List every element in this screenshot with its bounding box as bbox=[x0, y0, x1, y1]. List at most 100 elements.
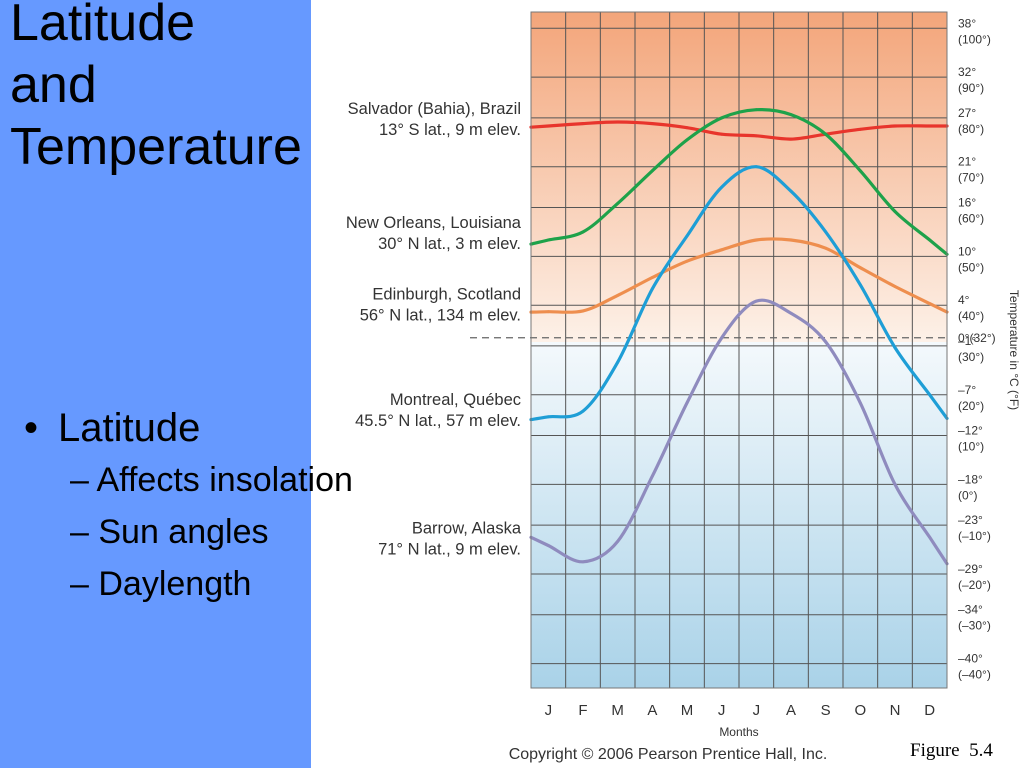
series-point bbox=[789, 189, 793, 193]
y-tick-label-c: –40° bbox=[958, 652, 983, 666]
y-tick-label-f: (–20°) bbox=[958, 578, 991, 592]
y-tick-label-f: (20°) bbox=[958, 399, 984, 413]
series-point bbox=[858, 127, 862, 131]
y-tick-label-c: 4° bbox=[958, 293, 970, 307]
x-tick-label: M bbox=[611, 702, 624, 719]
x-axis-label: Months bbox=[719, 725, 758, 739]
title-line-1: Latitude bbox=[10, 0, 196, 52]
series-point bbox=[616, 202, 620, 205]
bullet-dot-icon: • bbox=[24, 406, 39, 450]
series-name-label: Edinburgh, Scotland bbox=[372, 286, 521, 304]
series-point bbox=[546, 544, 550, 547]
series-name-label: Salvador (Bahia), Brazil bbox=[348, 100, 521, 118]
series-detail-label: 56° N lat., 134 m elev. bbox=[360, 307, 521, 325]
series-line-3 bbox=[529, 165, 949, 422]
series-point bbox=[616, 360, 620, 364]
series-point bbox=[824, 230, 828, 234]
y-tick-label-f: (90°) bbox=[958, 81, 984, 95]
x-tick-label: A bbox=[786, 702, 796, 719]
y-tick-label-c: –7° bbox=[958, 383, 976, 397]
y-tick-label-f: (60°) bbox=[958, 211, 984, 225]
series-point bbox=[616, 120, 620, 124]
series-point bbox=[720, 116, 724, 120]
sub-bullet-daylength: – Daylength bbox=[70, 565, 252, 603]
y-tick-label-c: 10° bbox=[958, 244, 976, 258]
series-line-2 bbox=[529, 237, 949, 314]
series-point bbox=[789, 238, 793, 242]
y-tick-label-c: –12° bbox=[958, 424, 983, 438]
y-tick-label-f: (80°) bbox=[958, 122, 984, 136]
series-point bbox=[824, 246, 828, 250]
sub-bullet-sun-angles: – Sun angles bbox=[70, 513, 269, 551]
y-tick-label-f: (100°) bbox=[958, 32, 991, 46]
y-tick-label-f: (0°) bbox=[958, 488, 977, 502]
series-point bbox=[685, 234, 689, 238]
series-point bbox=[685, 259, 689, 263]
series-point bbox=[858, 169, 862, 173]
series-point bbox=[928, 238, 932, 242]
copyright-text: Copyright © 2006 Pearson Prentice Hall, … bbox=[509, 746, 828, 763]
y-tick-label-f: (70°) bbox=[958, 171, 984, 185]
y-axis-label: Temperature in °C (°F) bbox=[1007, 290, 1021, 410]
series-point bbox=[754, 165, 758, 169]
series-point bbox=[720, 185, 724, 189]
series-point bbox=[754, 299, 758, 303]
series-point bbox=[893, 210, 897, 213]
series-point bbox=[685, 138, 689, 142]
x-tick-label: D bbox=[924, 702, 935, 719]
series-point bbox=[893, 124, 897, 128]
y-tick-label-c: 0°(32°) bbox=[958, 331, 996, 345]
series-point bbox=[650, 169, 654, 173]
y-tick-label-c: –18° bbox=[958, 472, 983, 486]
series-point bbox=[928, 393, 932, 397]
y-tick-label-c: –29° bbox=[958, 562, 983, 576]
series-point bbox=[650, 122, 654, 125]
series-detail-label: 30° N lat., 3 m elev. bbox=[378, 235, 521, 253]
series-point bbox=[650, 276, 654, 279]
y-tick-label-c: 21° bbox=[958, 155, 976, 169]
series-point bbox=[581, 122, 585, 125]
series-point bbox=[581, 409, 585, 413]
y-tick-label-c: 27° bbox=[958, 106, 976, 120]
series-point bbox=[893, 346, 897, 349]
y-tick-label-f: (10°) bbox=[958, 440, 984, 454]
x-tick-label: O bbox=[854, 702, 866, 719]
x-tick-label: M bbox=[681, 702, 694, 719]
y-tick-label-c: –34° bbox=[958, 603, 983, 617]
series-point bbox=[893, 483, 897, 486]
y-tick-label-f: (50°) bbox=[958, 260, 984, 274]
x-tick-label: S bbox=[821, 702, 831, 719]
series-point bbox=[789, 311, 793, 315]
series-point bbox=[546, 124, 550, 128]
y-tick-label-f: (30°) bbox=[958, 350, 984, 364]
plot-frame bbox=[530, 11, 948, 689]
series-point bbox=[720, 248, 724, 252]
series-point bbox=[858, 283, 862, 287]
series-point bbox=[546, 310, 550, 314]
series-point bbox=[581, 230, 585, 234]
series-point bbox=[685, 401, 689, 405]
series-point bbox=[650, 474, 654, 478]
title-line-2: and bbox=[10, 56, 97, 114]
series-name-label: Montreal, Québec bbox=[390, 391, 521, 409]
series-point bbox=[720, 336, 724, 340]
series-detail-label: 13° S lat., 9 m elev. bbox=[379, 121, 521, 139]
sub-bullet-insolation: – Affects insolation bbox=[70, 461, 353, 499]
series-point bbox=[928, 124, 932, 128]
series-point bbox=[546, 415, 550, 419]
x-tick-label: F bbox=[578, 702, 587, 719]
series-line-4 bbox=[529, 298, 949, 566]
bullet-text: Latitude bbox=[58, 406, 201, 450]
series-point bbox=[754, 238, 758, 242]
bullet-list: • Latitude – Affects insolation – Sun ang… bbox=[24, 402, 353, 610]
y-tick-label-c: –23° bbox=[958, 513, 983, 527]
title-line-3: Temperature bbox=[10, 118, 302, 176]
y-tick-label-f: (–30°) bbox=[958, 619, 991, 633]
series-point bbox=[581, 560, 585, 564]
series-point bbox=[754, 134, 758, 138]
series-point bbox=[789, 113, 793, 116]
y-tick-label-f: (40°) bbox=[958, 309, 984, 323]
series-point bbox=[685, 126, 689, 130]
series-point bbox=[928, 535, 932, 539]
